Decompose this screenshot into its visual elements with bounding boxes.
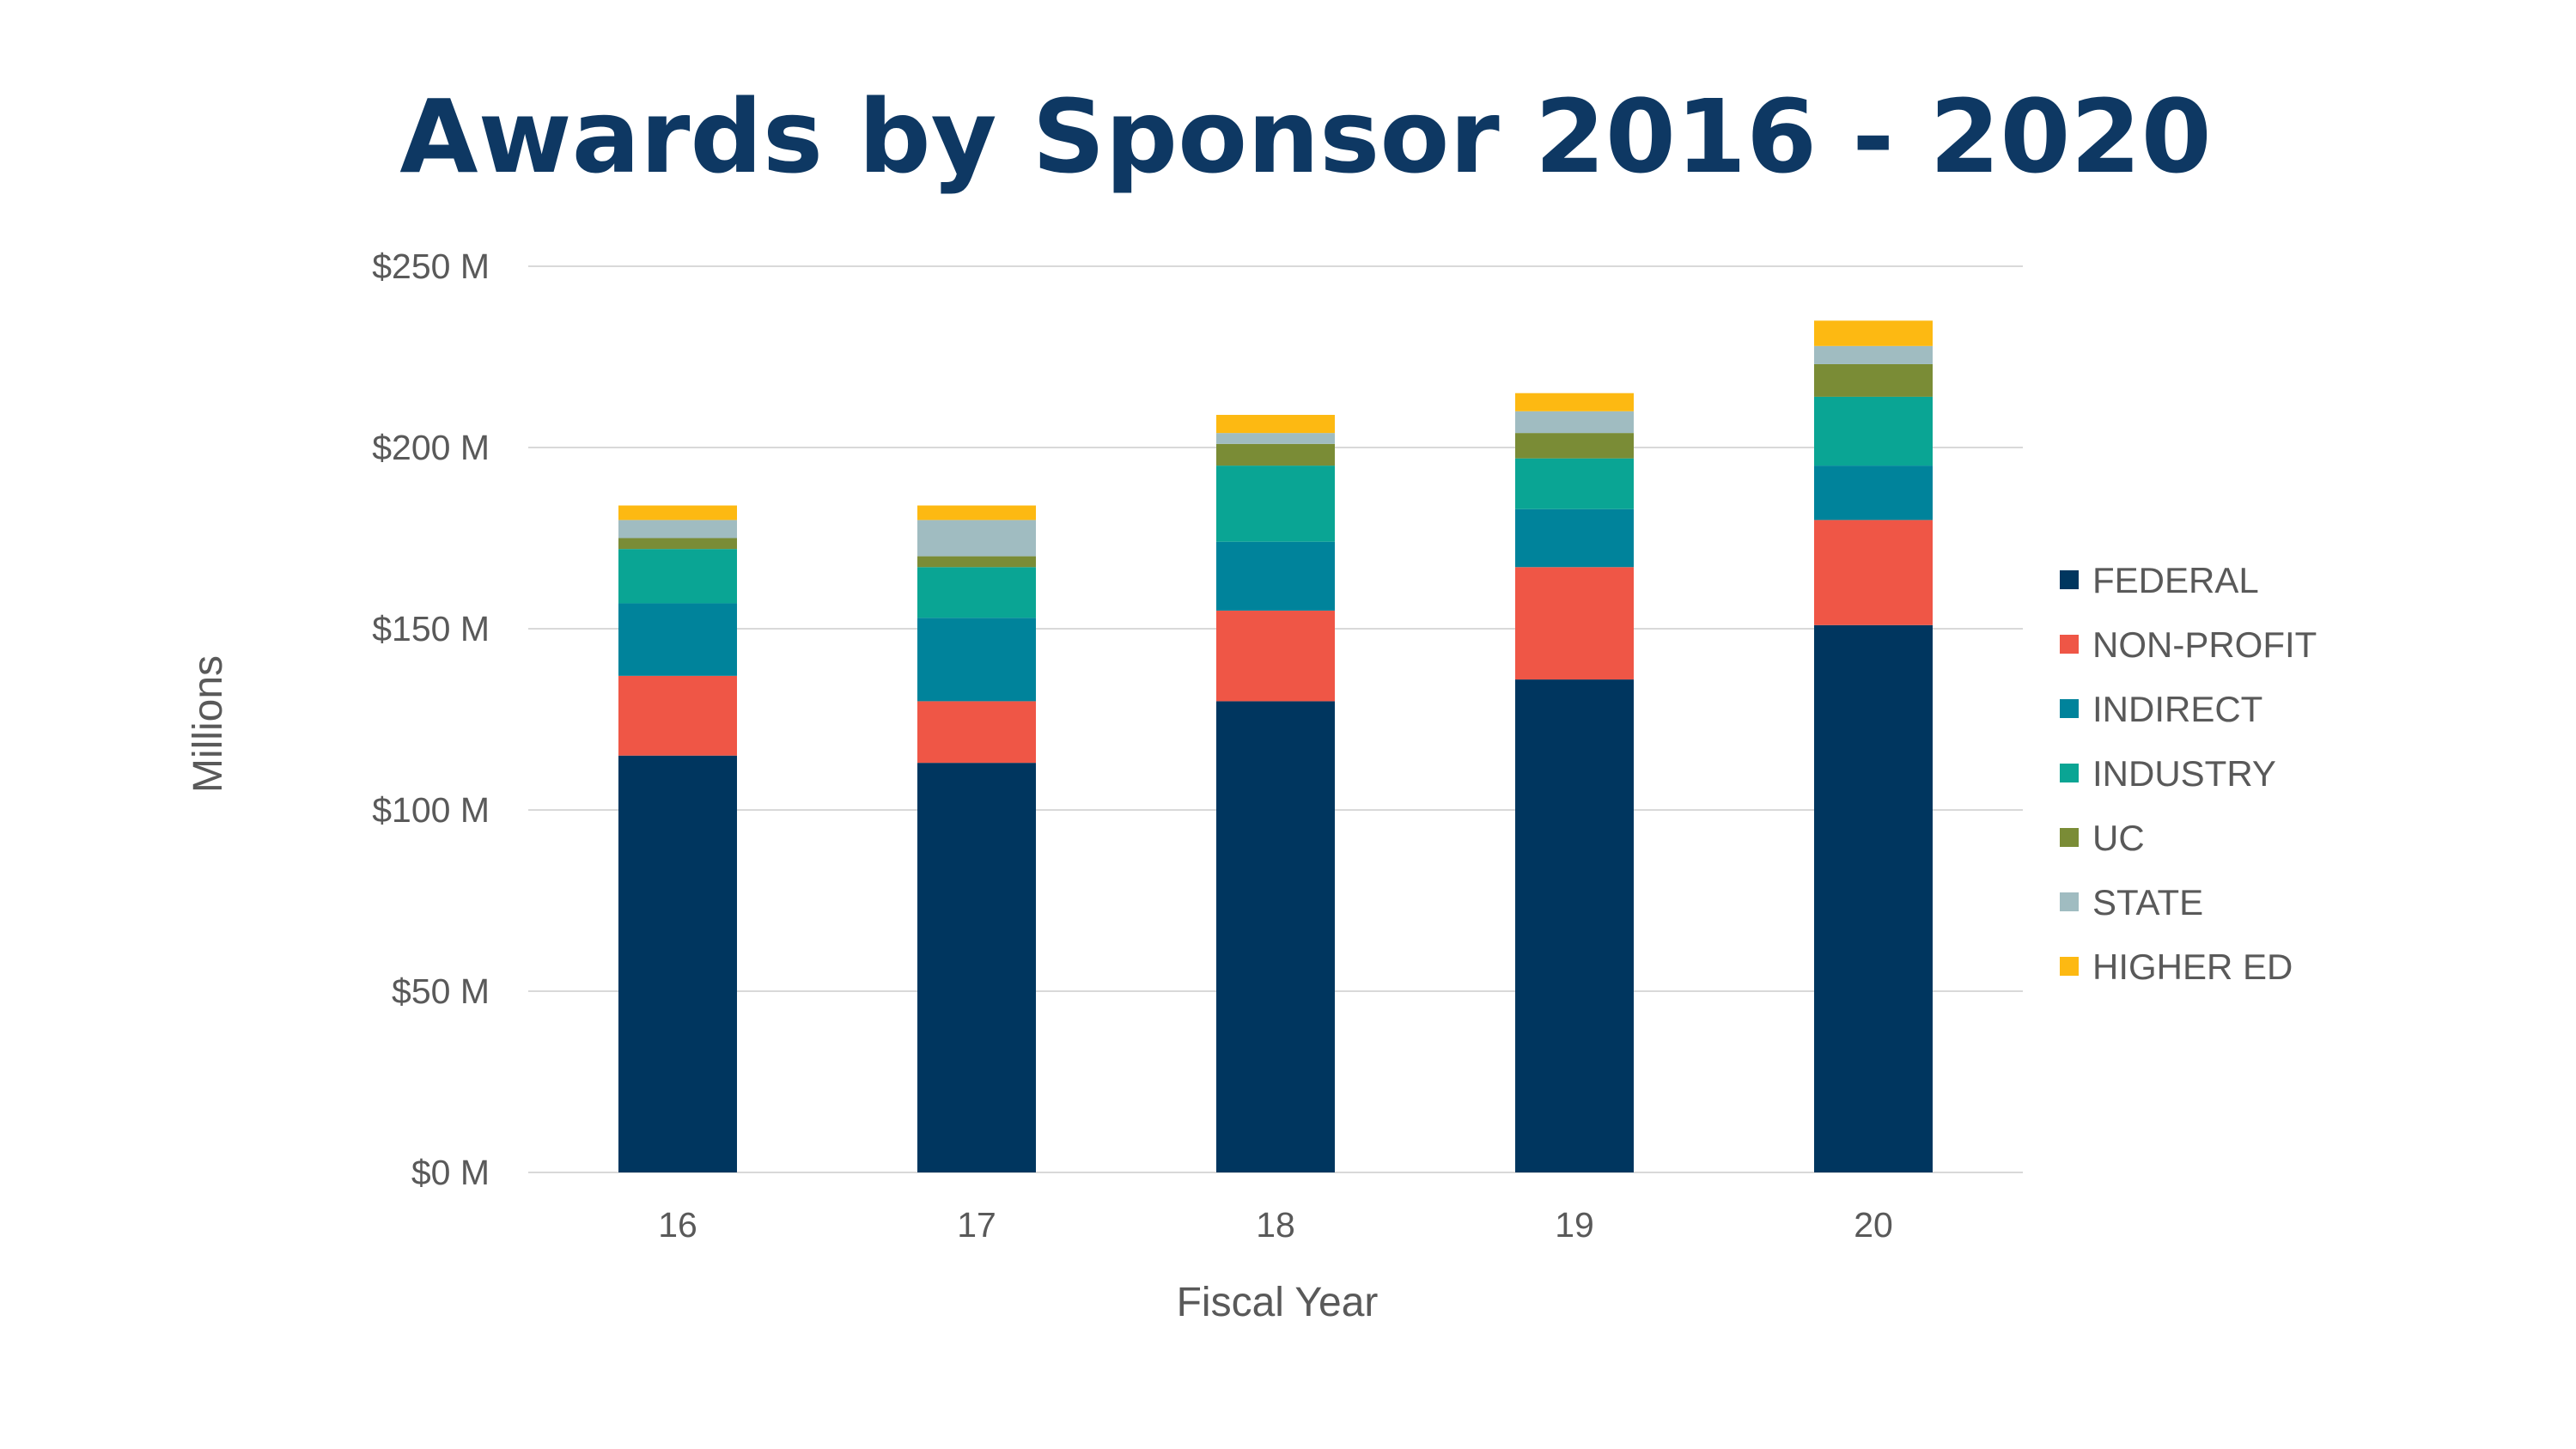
bar-segment-state-20: [1814, 345, 1933, 364]
bar-segment-non-profit-17: [917, 701, 1036, 764]
y-axis-tick-labels: $0 M $50 M $100 M $150 M $200 M $250 M: [372, 247, 490, 1192]
bar-segment-industry-20: [1814, 396, 1933, 466]
legend-swatch: [2060, 699, 2079, 718]
bar-segment-higher-ed-20: [1814, 320, 1933, 346]
x-tick-label: 20: [1854, 1205, 1893, 1245]
bars: [618, 320, 1933, 1172]
bar-segment-state-18: [1216, 433, 1335, 444]
bar-segment-state-16: [618, 520, 737, 539]
legend-swatch: [2060, 957, 2079, 976]
chart-title: Awards by Sponsor 2016 - 2020: [399, 77, 2211, 196]
bar-segment-indirect-18: [1216, 541, 1335, 611]
bar-segment-uc-19: [1515, 433, 1634, 459]
bar-segment-federal-17: [917, 763, 1036, 1172]
x-axis-tick-labels: 16 17 18 19 20: [658, 1205, 1893, 1245]
bar-segment-state-19: [1515, 411, 1634, 434]
bar-segment-indirect-20: [1814, 466, 1933, 521]
legend-label: STATE: [2092, 882, 2203, 922]
bar-segment-higher-ed-16: [618, 505, 737, 521]
x-axis-title: Fiscal Year: [1177, 1280, 1379, 1325]
y-tick-label: $50 M: [392, 971, 490, 1011]
bar-segment-uc-18: [1216, 443, 1335, 466]
legend: FEDERAL NON-PROFIT INDIRECT INDUSTRY UC STATE…: [2060, 560, 2317, 987]
legend-label: FEDERAL: [2092, 560, 2259, 600]
bar-segment-non-profit-19: [1515, 567, 1634, 680]
bar-segment-indirect-17: [917, 618, 1036, 702]
bar-segment-non-profit-20: [1814, 520, 1933, 625]
y-tick-label: $100 M: [372, 790, 490, 830]
y-tick-label: $150 M: [372, 609, 490, 648]
legend-swatch: [2060, 570, 2079, 589]
bar-segment-uc-16: [618, 538, 737, 550]
y-tick-label: $200 M: [372, 428, 490, 467]
x-tick-label: 17: [957, 1205, 996, 1245]
y-tick-label: $0 M: [411, 1153, 490, 1192]
legend-label: INDIRECT: [2092, 689, 2262, 729]
bar-segment-federal-19: [1515, 679, 1634, 1172]
y-axis-title: Millions: [186, 655, 231, 793]
x-tick-label: 18: [1256, 1205, 1295, 1245]
bar-segment-higher-ed-17: [917, 505, 1036, 521]
legend-label: INDUSTRY: [2092, 753, 2276, 794]
legend-label: HIGHER ED: [2092, 947, 2293, 987]
x-tick-label: 16: [658, 1205, 697, 1245]
legend-swatch: [2060, 635, 2079, 654]
legend-swatch: [2060, 892, 2079, 911]
bar-segment-industry-19: [1515, 458, 1634, 509]
bar-segment-indirect-19: [1515, 508, 1634, 568]
bar-segment-industry-16: [618, 549, 737, 604]
bar-segment-federal-16: [618, 755, 737, 1172]
bar-segment-indirect-16: [618, 603, 737, 676]
legend-label: UC: [2092, 818, 2145, 858]
bar-segment-industry-17: [917, 567, 1036, 618]
legend-label: NON-PROFIT: [2092, 624, 2317, 665]
bar-segment-federal-18: [1216, 701, 1335, 1172]
bar-segment-uc-20: [1814, 363, 1933, 397]
bar-segment-non-profit-18: [1216, 610, 1335, 702]
bar-segment-higher-ed-18: [1216, 415, 1335, 434]
x-tick-label: 19: [1555, 1205, 1594, 1245]
bar-segment-non-profit-16: [618, 675, 737, 756]
bar-segment-higher-ed-19: [1515, 393, 1634, 411]
legend-swatch: [2060, 764, 2079, 782]
bar-segment-industry-18: [1216, 466, 1335, 542]
y-tick-label: $250 M: [372, 247, 490, 286]
legend-swatch: [2060, 828, 2079, 847]
bar-segment-federal-20: [1814, 624, 1933, 1172]
bar-segment-uc-17: [917, 556, 1036, 568]
bar-segment-state-17: [917, 520, 1036, 557]
